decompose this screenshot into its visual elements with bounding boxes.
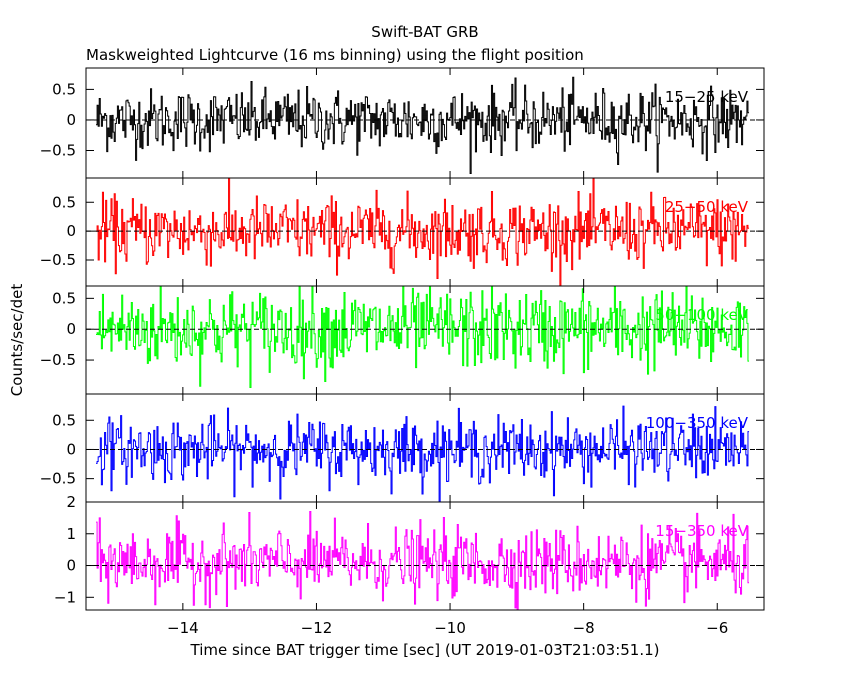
y-tick-label-panel-1: 0	[66, 111, 76, 129]
y-tick-label-panel-5: 2	[66, 493, 76, 511]
series-line-panel-5	[96, 510, 750, 610]
band-label-panel-3: 50−100 keV	[655, 306, 748, 324]
y-tick-label-panel-4: 0	[66, 440, 76, 458]
band-label-panel-4: 100−350 keV	[646, 414, 749, 432]
x-axis-title: Time since BAT trigger time [sec] (UT 20…	[190, 641, 660, 659]
panel-frame-5	[85, 501, 765, 611]
y-tick-label-panel-1: 0.5	[52, 80, 76, 98]
y-tick-label-panel-5: 1	[66, 525, 76, 543]
y-tick-label-panel-3: 0.5	[52, 289, 76, 307]
x-tick-label: −14	[167, 619, 199, 637]
series-line-panel-4	[96, 405, 750, 502]
panels-group: 0.5 0 −0.5 15−25 keV 0.5 0 −0.5 25−50 keV 0.5 0 −0…	[40, 67, 765, 611]
y-tick-label-panel-5: 0	[66, 557, 76, 575]
y-tick-label-panel-3: 0	[66, 320, 76, 338]
y-tick-label-panel-5: −1	[54, 588, 76, 606]
chart-title: Swift-BAT GRB	[371, 23, 478, 41]
x-axis: −14 −12 −10 −8 −6	[167, 619, 728, 637]
band-label-panel-1: 15−25 keV	[665, 88, 749, 106]
series-line-panel-1	[96, 76, 750, 175]
y-tick-label-panel-2: −0.5	[40, 251, 76, 269]
y-tick-label-panel-4: 0.5	[52, 411, 76, 429]
series-line-panel-2	[96, 178, 750, 286]
series-line-panel-3	[96, 286, 750, 388]
y-axis-title: Counts/sec/det	[8, 284, 26, 397]
x-tick-label: −8	[573, 619, 595, 637]
panel-2: 0.5 0 −0.5 25−50 keV	[40, 177, 765, 287]
x-tick-label: −10	[434, 619, 466, 637]
chart-subtitle: Maskweighted Lightcurve (16 ms binning) …	[86, 46, 584, 64]
band-label-panel-2: 25−50 keV	[665, 198, 749, 216]
y-tick-label-panel-2: 0	[66, 222, 76, 240]
panel-1: 0.5 0 −0.5 15−25 keV	[40, 67, 765, 179]
y-tick-label-panel-4: −0.5	[40, 470, 76, 488]
y-tick-label-panel-2: 0.5	[52, 193, 76, 211]
panel-4: 0.5 0 −0.5 100−350 keV	[40, 393, 765, 503]
y-tick-label-panel-1: −0.5	[40, 142, 76, 160]
x-tick-label: −6	[706, 619, 728, 637]
band-label-panel-5: 15−350 keV	[655, 522, 748, 540]
x-tick-label: −12	[301, 619, 333, 637]
panel-5: 2 1 0 −1 15−350 keV	[54, 493, 765, 611]
y-tick-label-panel-3: −0.5	[40, 351, 76, 369]
